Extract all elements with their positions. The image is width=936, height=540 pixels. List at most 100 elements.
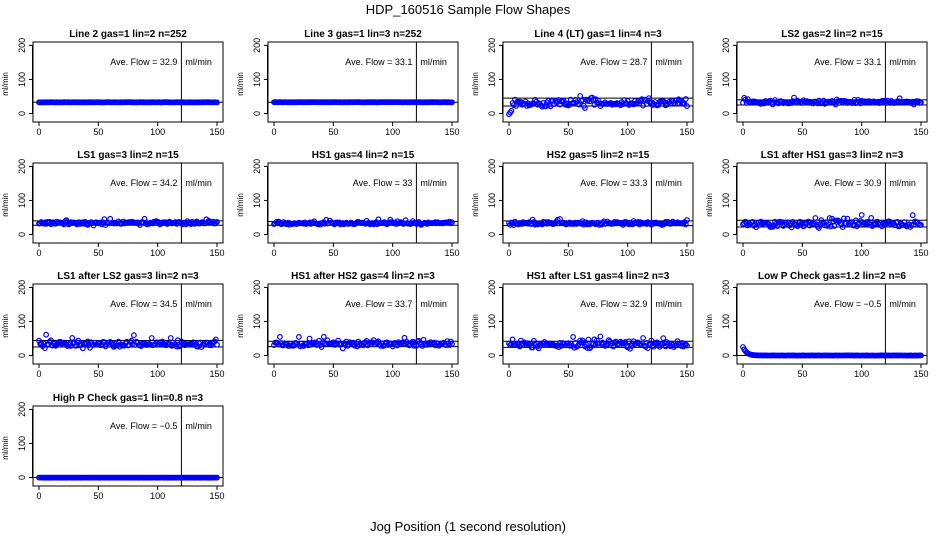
y-tick-label: 200 xyxy=(17,38,27,53)
ave-flow-unit: ml/min xyxy=(655,299,682,309)
x-tick-label: 0 xyxy=(36,248,41,258)
y-axis-label: ml/min xyxy=(471,72,480,96)
data-point xyxy=(774,223,781,230)
ave-flow-unit: ml/min xyxy=(185,299,212,309)
data-points xyxy=(271,99,455,106)
data-points xyxy=(740,344,924,359)
x-tick-label: 50 xyxy=(93,248,103,258)
data-point xyxy=(130,332,137,339)
data-point xyxy=(42,345,48,352)
data-point xyxy=(515,221,522,228)
y-tick-label: 200 xyxy=(721,280,731,295)
y-tick-label: 100 xyxy=(17,72,27,87)
ave-flow-annotation: Ave. Flow = 32.9 xyxy=(110,57,177,67)
x-tick-label: 100 xyxy=(620,127,635,137)
subplot-title: HS1 after LS1 gas=4 lin=2 n=3 xyxy=(527,271,670,282)
y-tick-label: 0 xyxy=(17,353,27,358)
x-tick-label: 50 xyxy=(328,369,338,379)
subplot-title: LS1 after LS2 gas=3 lin=2 n=3 xyxy=(57,271,199,282)
data-point xyxy=(844,215,851,222)
data-point xyxy=(411,342,417,349)
ave-flow-annotation: Ave. Flow = 33.7 xyxy=(345,299,412,309)
data-point xyxy=(644,345,651,352)
subplot-title: LS2 gas=2 lin=2 n=15 xyxy=(781,29,883,40)
y-tick-label: 0 xyxy=(252,353,262,358)
data-point xyxy=(658,98,664,105)
data-point xyxy=(584,98,591,104)
y-tick-label: 100 xyxy=(17,193,27,208)
figure-title: HDP_160516 Sample Flow Shapes xyxy=(366,2,571,17)
x-tick-label: 50 xyxy=(797,369,807,379)
data-point xyxy=(812,215,819,221)
ave-flow-annotation: Ave. Flow = 33 xyxy=(353,178,413,188)
y-axis-label: ml/min xyxy=(1,436,10,460)
x-tick-label: 50 xyxy=(797,248,807,258)
subplot-title: Line 4 (LT) gas=1 lin=4 n=3 xyxy=(534,29,662,40)
x-tick-label: 0 xyxy=(271,248,276,258)
y-tick-label: 0 xyxy=(487,111,497,116)
plot-frame xyxy=(267,41,459,123)
plot-frame xyxy=(736,41,928,123)
data-point xyxy=(366,340,372,347)
x-tick-label: 150 xyxy=(679,127,694,137)
y-tick-label: 0 xyxy=(17,111,27,116)
plot-frame xyxy=(736,283,928,365)
ave-flow-unit: ml/min xyxy=(889,178,916,188)
x-tick-label: 0 xyxy=(506,369,511,379)
x-tick-label: 0 xyxy=(740,127,745,137)
data-point xyxy=(214,218,220,225)
data-points xyxy=(740,94,924,108)
data-points xyxy=(506,216,690,229)
subplot-title: High P Check gas=1 lin=0.8 n=3 xyxy=(53,393,204,404)
y-tick-label: 100 xyxy=(721,314,731,329)
x-tick-label: 0 xyxy=(36,127,41,137)
x-tick-label: 50 xyxy=(93,491,103,501)
data-point xyxy=(401,334,408,341)
x-tick-label: 150 xyxy=(444,248,459,258)
y-tick-label: 200 xyxy=(487,280,497,295)
data-point xyxy=(918,352,924,359)
data-point xyxy=(684,103,690,109)
data-points xyxy=(506,93,690,118)
subplot-title: LS1 after HS1 gas=3 lin=2 n=3 xyxy=(761,150,904,161)
y-tick-label: 100 xyxy=(252,193,262,208)
y-tick-label: 200 xyxy=(487,159,497,174)
x-tick-label: 100 xyxy=(385,248,400,258)
y-tick-label: 0 xyxy=(721,353,731,358)
y-axis-label: ml/min xyxy=(1,314,10,338)
data-point xyxy=(525,340,531,347)
x-tick-label: 50 xyxy=(563,369,573,379)
x-tick-label: 50 xyxy=(93,127,103,137)
subplot-13: High P Check gas=1 lin=0.8 n=3 ml/min 0 100… xyxy=(1,393,225,501)
x-tick-label: 0 xyxy=(271,369,276,379)
y-tick-label: 0 xyxy=(721,111,731,116)
plot-frame xyxy=(32,162,224,244)
ave-flow-unit: ml/min xyxy=(185,57,212,67)
data-point xyxy=(195,343,201,350)
data-point xyxy=(822,222,828,229)
y-tick-label: 200 xyxy=(252,280,262,295)
x-tick-label: 100 xyxy=(854,127,869,137)
data-point xyxy=(684,342,690,349)
figure-xlabel: Jog Position (1 second resolution) xyxy=(370,519,566,534)
data-point xyxy=(447,220,454,227)
plot-frame xyxy=(502,41,694,123)
ave-flow-annotation: Ave. Flow = 34.5 xyxy=(110,299,177,309)
subplot-10: HS1 after HS2 gas=4 lin=2 n=3 ml/min 0 100 2… xyxy=(236,271,460,379)
data-point xyxy=(901,219,908,226)
y-axis-label: ml/min xyxy=(705,314,714,338)
y-axis-label: ml/min xyxy=(1,193,10,217)
y-tick-label: 0 xyxy=(721,232,731,237)
x-tick-label: 150 xyxy=(444,369,459,379)
data-points xyxy=(36,99,220,106)
subplot-1: Line 2 gas=1 lin=2 n=252 ml/min 0 100 200 0 50… xyxy=(1,29,225,137)
data-point xyxy=(914,99,921,106)
ave-flow-annotation: Ave. Flow = 33.1 xyxy=(345,57,412,67)
data-point xyxy=(618,339,625,346)
ave-flow-unit: ml/min xyxy=(185,178,212,188)
data-point xyxy=(583,341,589,348)
data-point xyxy=(174,337,181,344)
y-tick-label: 0 xyxy=(487,232,497,237)
data-point xyxy=(347,339,353,346)
